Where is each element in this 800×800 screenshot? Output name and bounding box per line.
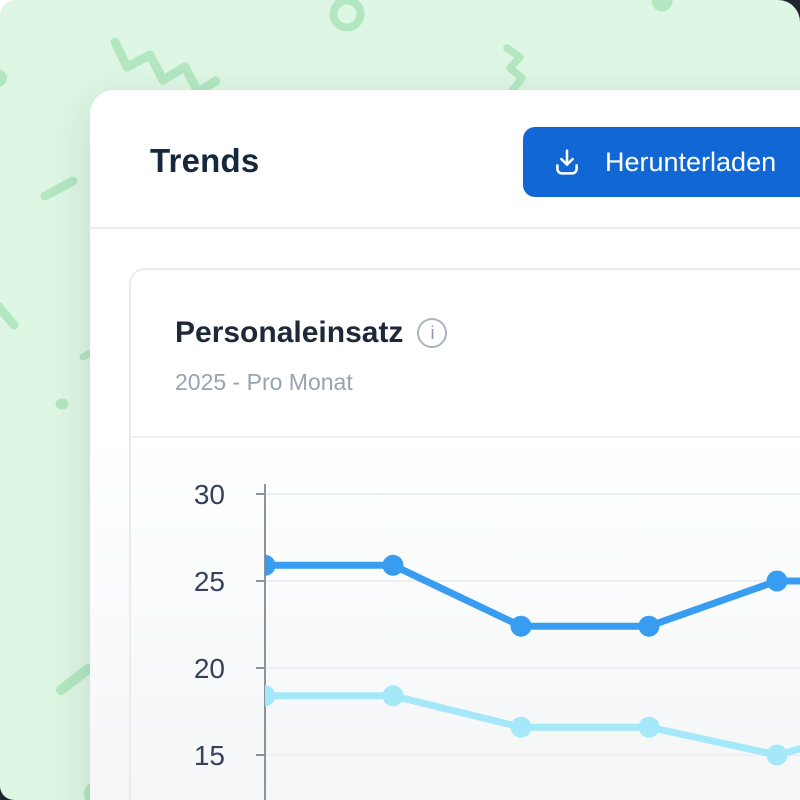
deco-ring-icon: [329, 0, 365, 32]
y-tick-label: 25: [194, 566, 225, 597]
y-tick-label: 30: [194, 479, 225, 510]
deco-dash-2: [0, 301, 19, 330]
download-icon: [556, 149, 578, 175]
download-button[interactable]: Herunterladen: [523, 127, 800, 197]
data-point[interactable]: [638, 615, 660, 637]
deco-top-blob: [651, 0, 673, 12]
data-point[interactable]: [382, 554, 404, 576]
trends-card: Trends Herunterladen Personaleinsatz i 2…: [90, 90, 800, 800]
chart-card: Personaleinsatz i 2025 - Pro Monat 30 25 2…: [129, 268, 800, 800]
chart-subtitle: 2025 - Pro Monat: [175, 369, 353, 395]
data-point[interactable]: [255, 554, 276, 576]
deco-small-squiggle-icon: [503, 44, 526, 95]
line-chart-svg: 30 25 20 15: [194, 479, 800, 800]
deco-dash-4: [56, 664, 93, 695]
data-point[interactable]: [638, 716, 660, 738]
series-line: [265, 692, 800, 759]
line-chart: 30 25 20 15: [131, 438, 800, 800]
y-tick-label: 20: [194, 653, 225, 684]
chart-title: Personaleinsatz: [175, 316, 404, 349]
data-point[interactable]: [510, 615, 532, 637]
data-point[interactable]: [766, 744, 788, 766]
download-button-label: Herunterladen: [605, 146, 777, 177]
deco-left-edge-dot: [0, 69, 7, 87]
card-header: Trends Herunterladen: [90, 90, 800, 229]
data-point[interactable]: [766, 570, 788, 592]
data-point[interactable]: [510, 716, 532, 738]
series-line: [265, 561, 800, 630]
deco-dot: [55, 398, 69, 410]
series-light-blue: [255, 685, 800, 766]
data-point[interactable]: [255, 685, 276, 707]
chart-card-header: Personaleinsatz i 2025 - Pro Monat: [131, 270, 800, 438]
series-dark-blue: [255, 554, 800, 637]
data-point[interactable]: [382, 685, 404, 707]
y-tick-label: 15: [194, 740, 225, 771]
info-icon[interactable]: i: [417, 318, 448, 348]
deco-zigzag-icon: [110, 37, 221, 97]
page-title: Trends: [150, 142, 260, 179]
deco-dash-1: [40, 176, 78, 201]
